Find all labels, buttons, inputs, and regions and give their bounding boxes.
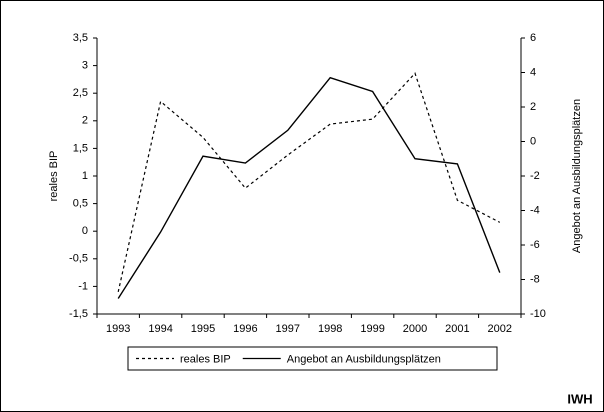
x-tick-label: 1996 xyxy=(233,323,257,335)
y2-tick-label: -8 xyxy=(530,273,540,285)
y-tick-label: 3 xyxy=(82,60,88,72)
x-tick-label: 1997 xyxy=(276,323,300,335)
y-tick-label: -0,5 xyxy=(69,253,88,265)
x-tick-label: 2000 xyxy=(403,323,427,335)
y2-tick-label: -10 xyxy=(530,308,546,320)
y2-tick-label: 6 xyxy=(530,32,536,44)
x-tick-label: 1998 xyxy=(318,323,342,335)
y-tick-label: 1 xyxy=(82,170,88,182)
y-axis-label: reales BIP xyxy=(48,151,60,202)
y-tick-label: -1 xyxy=(78,280,88,292)
y2-tick-label: -6 xyxy=(530,239,540,251)
line-series xyxy=(117,76,501,299)
y-tick-label: 3,5 xyxy=(73,32,88,44)
y-tick-label: 1,5 xyxy=(73,142,88,154)
x-tick-label: 1995 xyxy=(191,323,215,335)
legend-box xyxy=(127,346,498,371)
x-tick-label: 1999 xyxy=(360,323,384,335)
y-tick-label: 2 xyxy=(82,115,88,127)
y2-axis-label: Angebot an Ausbildungsplätzen xyxy=(571,99,583,253)
x-tick-label: 1994 xyxy=(148,323,172,335)
y-tick-label: 2,5 xyxy=(73,87,88,99)
x-tick-label: 1993 xyxy=(106,323,130,335)
legend-label: reales BIP xyxy=(180,353,231,365)
y2-tick-label: 2 xyxy=(530,101,536,113)
x-tick-label: 2001 xyxy=(445,323,469,335)
line-series xyxy=(117,72,501,293)
legend-label: Angebot an Ausbildungsplätzen xyxy=(287,353,441,365)
y-tick-label: 0,5 xyxy=(73,198,88,210)
y2-tick-label: 4 xyxy=(530,66,536,78)
y-tick-label: -1,5 xyxy=(69,308,88,320)
x-tick-label: 2002 xyxy=(488,323,512,335)
source-label: IWH xyxy=(567,391,592,406)
y2-tick-label: -4 xyxy=(530,204,540,216)
y2-tick-label: 0 xyxy=(530,135,536,147)
y-tick-label: 0 xyxy=(82,225,88,237)
y2-tick-label: -2 xyxy=(530,170,540,182)
